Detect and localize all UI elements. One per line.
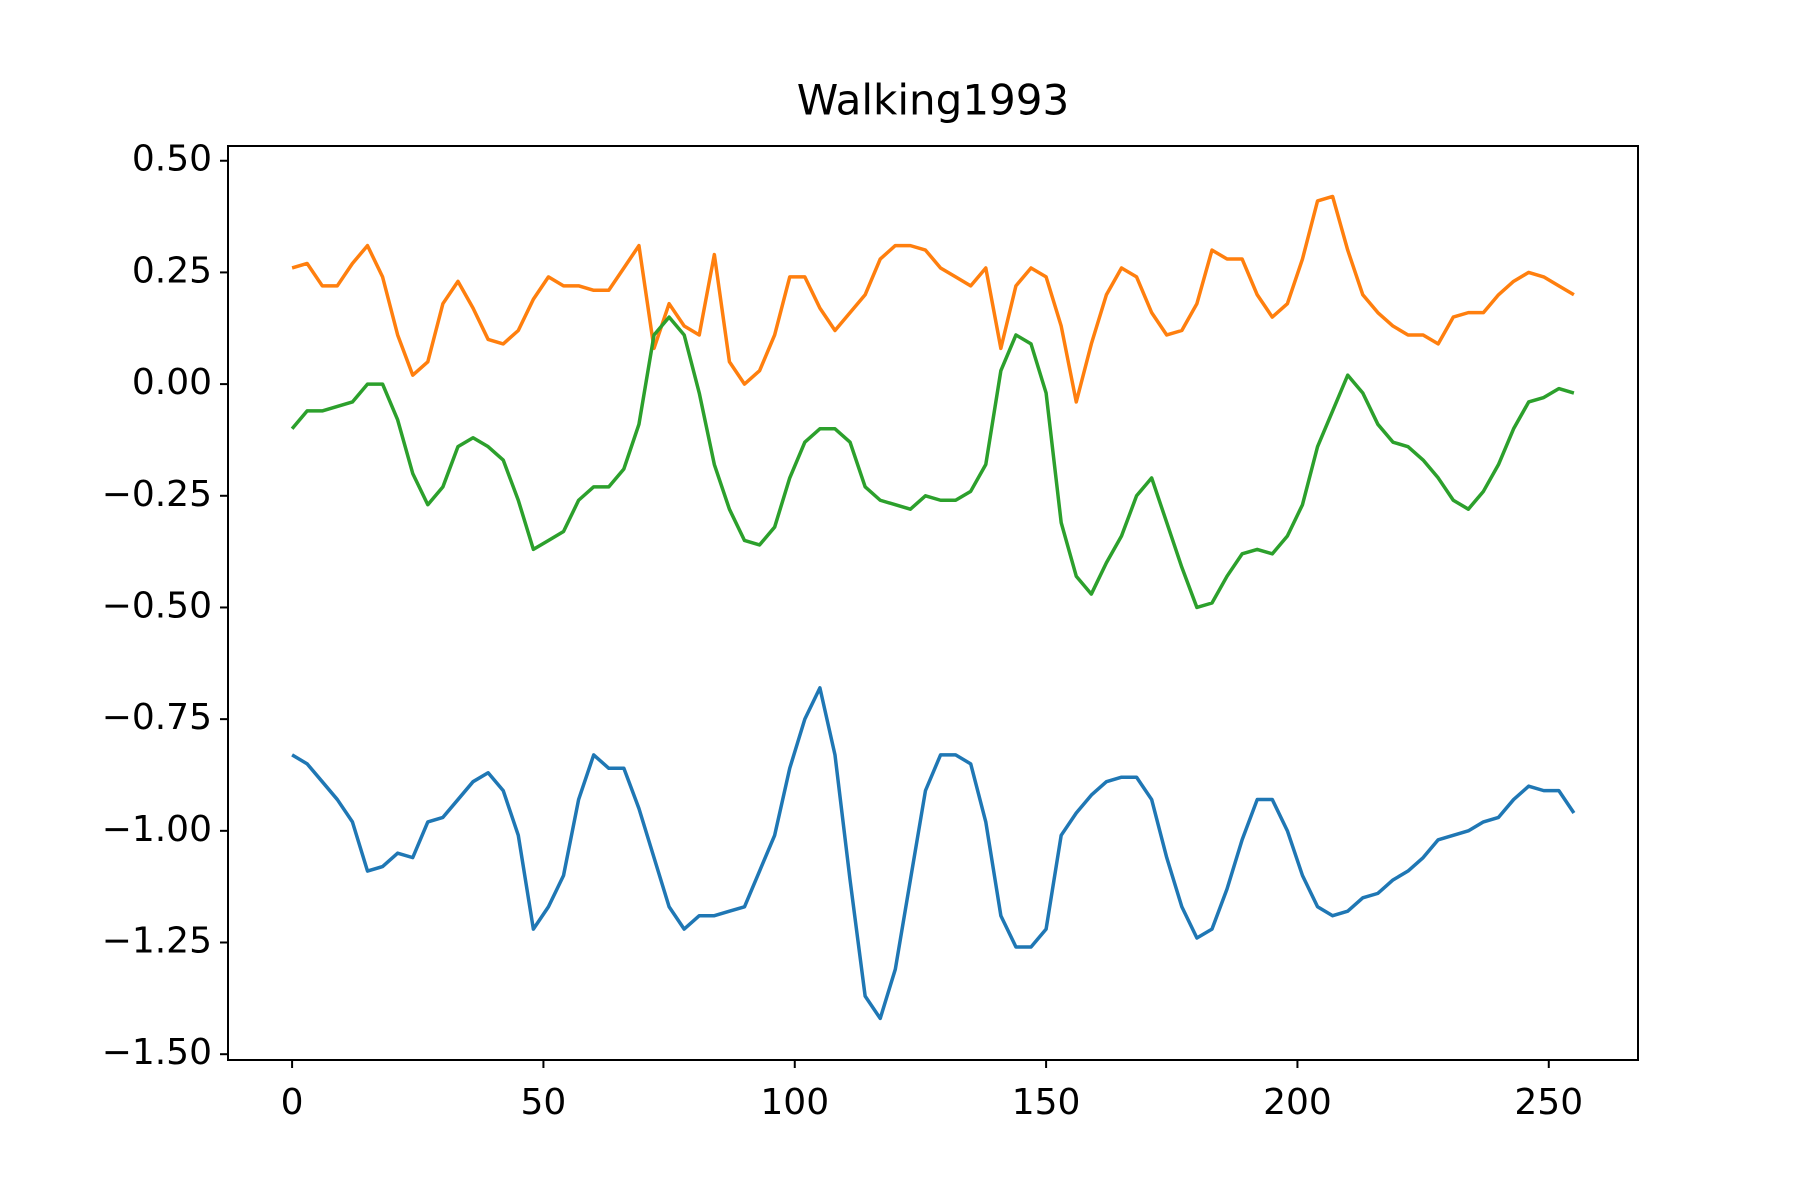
axes-frame: [227, 145, 1639, 1061]
x-tick-label: 100: [760, 1082, 829, 1123]
y-tick-label: −1.25: [102, 921, 212, 962]
y-tick-label: 0.00: [132, 362, 212, 403]
y-tick-label: −0.50: [102, 585, 212, 626]
data-line: [291, 194, 1575, 404]
y-tick-label: 0.50: [132, 139, 212, 180]
x-tick-label: 50: [521, 1082, 567, 1123]
data-line: [291, 686, 1576, 1021]
y-tick-label: 0.25: [132, 250, 212, 291]
y-tick-label: −0.25: [102, 474, 212, 515]
y-tick-label: −0.75: [102, 697, 212, 738]
x-tick-label: 150: [1012, 1082, 1081, 1123]
y-tick-label: −1.00: [102, 809, 212, 850]
x-tick-label: 200: [1263, 1082, 1332, 1123]
chart-title: Walking1993: [797, 76, 1069, 125]
data-line: [290, 315, 1575, 610]
x-tick-label: 0: [281, 1082, 304, 1123]
y-tick-label: −1.50: [102, 1032, 212, 1073]
x-tick-label: 250: [1514, 1082, 1583, 1123]
